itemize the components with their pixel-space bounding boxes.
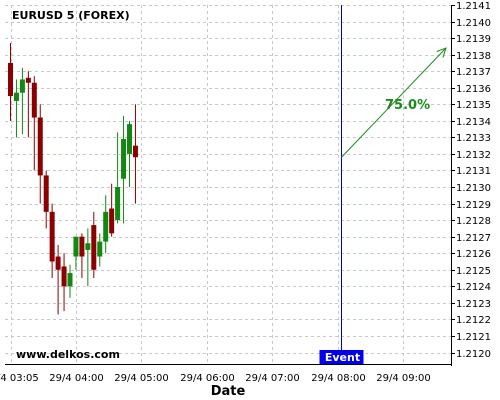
candle-body — [73, 236, 79, 257]
candle-body — [8, 62, 13, 97]
event-label: Event — [319, 350, 364, 364]
candle — [85, 228, 91, 287]
candle — [73, 236, 79, 270]
candle-body — [85, 243, 91, 250]
x-tick-label: 29/4 08:00 — [311, 373, 365, 384]
projection-arrow — [341, 47, 447, 158]
candle-body — [67, 273, 73, 287]
candle — [31, 76, 37, 171]
y-tick-label: 1.2129 — [456, 200, 491, 211]
projection-line — [341, 47, 447, 158]
candle-body — [127, 124, 132, 154]
grid-lines — [5, 5, 451, 364]
y-tick-label: 1.2122 — [456, 315, 491, 326]
candle-body — [55, 256, 61, 270]
candle-body — [49, 211, 55, 262]
y-tick-label: 1.2139 — [456, 34, 491, 45]
candle-body — [91, 225, 97, 270]
candle-body — [31, 82, 37, 118]
candle — [43, 170, 49, 229]
y-tick-label: 1.2125 — [456, 266, 491, 277]
candle-body — [121, 139, 127, 179]
watermark: www.delkos.com — [16, 348, 120, 361]
candle — [97, 233, 103, 267]
x-axis-label: Date — [211, 384, 246, 399]
candle-body — [109, 208, 115, 234]
y-tick-label: 1.2128 — [456, 216, 491, 227]
candle-body — [103, 211, 109, 242]
y-tick-label: 1.2123 — [456, 299, 491, 310]
candle-body — [43, 175, 49, 212]
x-tick-label: 29/4 06:00 — [180, 373, 234, 384]
candle — [115, 132, 121, 224]
candle-body — [13, 92, 19, 101]
candle — [79, 233, 85, 279]
candle-body — [61, 266, 67, 287]
candle — [91, 211, 97, 279]
x-tick-label: 29/4 03:05 — [0, 373, 39, 384]
candle — [109, 183, 115, 237]
projection-percent: 75.0% — [385, 98, 430, 113]
candle — [55, 244, 61, 315]
y-tick-label: 1.2120 — [456, 349, 491, 360]
y-axis-ticks: 1.2120 1.2121 1.2122 1.2123 1.2124 1.2125 1.21… — [451, 1, 491, 360]
candle-body — [115, 187, 121, 221]
candle — [13, 79, 19, 138]
candle-body — [37, 117, 43, 176]
event-label-bg — [319, 350, 364, 364]
candles — [8, 43, 138, 315]
y-tick-label: 1.2126 — [456, 249, 491, 260]
y-tick-label: 1.2133 — [456, 133, 491, 144]
y-tick-label: 1.2141 — [456, 1, 491, 12]
x-tick-label: 29/4 05:00 — [114, 373, 168, 384]
chart-title: EURUSD 5 (FOREX) — [12, 9, 130, 22]
candle — [132, 104, 138, 204]
y-tick-label: 1.2136 — [456, 84, 491, 95]
candle-body — [25, 77, 31, 83]
y-tick-label: 1.2131 — [456, 166, 491, 177]
y-tick-label: 1.2140 — [456, 18, 491, 29]
candle — [121, 115, 127, 224]
x-tick-label: 29/4 09:00 — [376, 373, 430, 384]
y-tick-label: 1.2134 — [456, 117, 491, 128]
y-tick-label: 1.2121 — [456, 332, 491, 343]
event-label-text: Event — [325, 351, 360, 364]
projection-arrowhead — [436, 47, 447, 58]
candle — [25, 71, 31, 138]
candle-body — [19, 79, 25, 93]
candle — [127, 120, 132, 188]
candle-body — [97, 241, 103, 257]
y-tick-label: 1.2130 — [456, 183, 491, 194]
y-tick-label: 1.2132 — [456, 150, 491, 161]
candle — [37, 104, 43, 204]
candle-body — [79, 236, 85, 257]
candle-body — [132, 145, 138, 158]
candle — [103, 195, 109, 254]
plot-frame — [5, 5, 452, 366]
x-tick-label: 29/4 07:00 — [245, 373, 299, 384]
y-tick-label: 1.2138 — [456, 51, 491, 62]
x-axis-ticks: 29/4 03:05 29/4 04:00 29/4 05:00 29/4 06:00… — [0, 373, 431, 384]
candle — [49, 203, 55, 279]
y-tick-label: 1.2137 — [456, 67, 491, 78]
candle — [8, 43, 13, 121]
candle — [67, 264, 73, 298]
y-tick-label: 1.2124 — [456, 282, 491, 293]
candle — [61, 253, 67, 312]
x-tick-label: 29/4 04:00 — [49, 373, 103, 384]
candle — [19, 67, 25, 135]
y-tick-label: 1.2127 — [456, 233, 491, 244]
y-tick-label: 1.2135 — [456, 100, 491, 111]
